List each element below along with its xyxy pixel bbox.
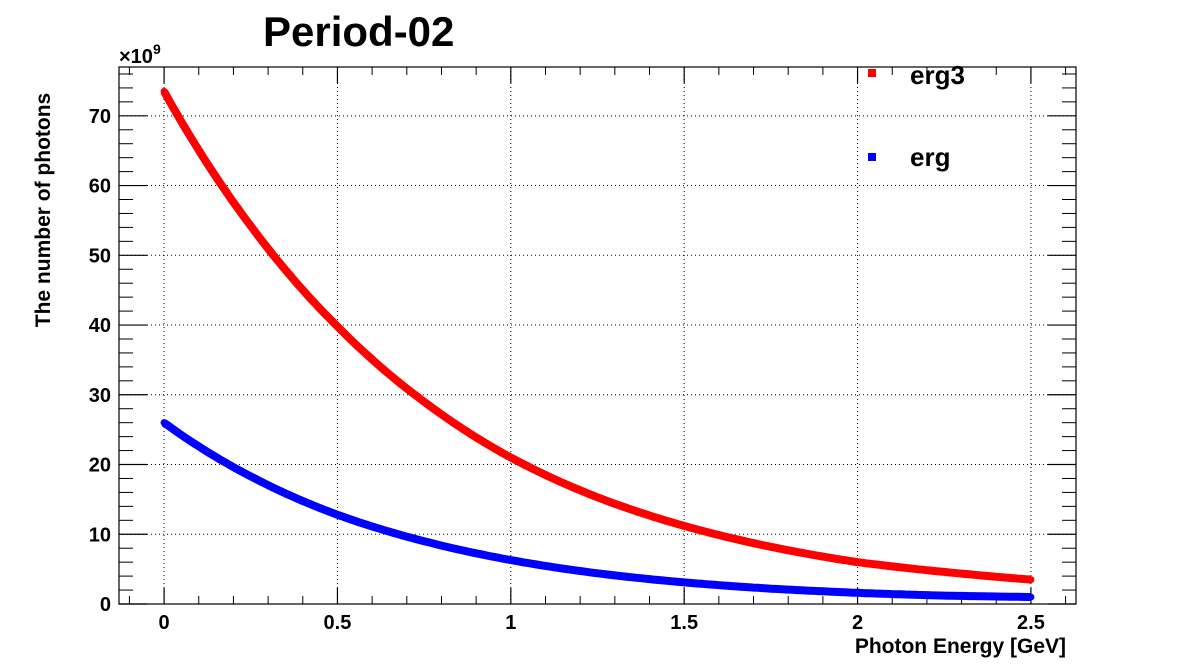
x-tick-label: 0.5 [324, 612, 352, 634]
legend-label-erg3: erg3 [910, 60, 965, 90]
x-tick-labels: 0 0.5 1 1.5 2 2.5 [159, 612, 1045, 634]
x-tick-label: 2.5 [1017, 612, 1045, 634]
data-point-erg3 [767, 543, 775, 551]
data-point-erg [940, 592, 948, 600]
axis-ticks [119, 67, 1076, 605]
data-point-erg [333, 511, 341, 519]
data-point-erg3 [854, 558, 862, 566]
legend: erg3 erg [868, 60, 965, 172]
data-point-erg [594, 569, 601, 577]
data-point-erg3 [940, 568, 948, 576]
y-tick-label: 30 [89, 385, 111, 407]
data-point-erg [854, 589, 862, 597]
data-point-erg [160, 419, 168, 427]
y-tick-label: 40 [89, 315, 111, 337]
legend-label-erg: erg [910, 142, 950, 172]
y-tick-label: 20 [89, 455, 111, 477]
data-point-erg3 [333, 322, 341, 330]
y-tick-label: 50 [89, 245, 111, 267]
plot-frame [118, 66, 1077, 605]
y-tick-label: 10 [89, 524, 111, 546]
data-point-erg3 [680, 522, 688, 530]
y-axis-title: The number of photons [32, 93, 55, 327]
y-tick-labels: 0 10 20 30 40 50 60 70 [89, 106, 111, 616]
data-point-erg [507, 556, 515, 564]
data-point-erg [247, 472, 255, 480]
legend-marker-erg3 [868, 69, 876, 77]
data-point-erg3 [420, 398, 428, 406]
grid [119, 67, 1076, 604]
x-axis-title: Photon Energy [GeV] [855, 635, 1066, 658]
x-tick-label: 2 [852, 612, 863, 634]
x-tick-label: 0 [159, 612, 170, 634]
data-point-erg [767, 585, 775, 593]
x-tick-label: 1.5 [670, 612, 698, 634]
data-point-erg3 [160, 87, 168, 95]
data-point-erg3 [594, 493, 601, 501]
data-point-erg3 [247, 222, 255, 230]
x-tick-label: 1 [505, 612, 516, 634]
y-tick-label: 70 [89, 106, 111, 128]
legend-marker-erg [868, 153, 876, 161]
chart-title: Period-02 [263, 8, 455, 55]
series-line-erg3 [160, 89, 1032, 584]
data-point-erg3 [507, 454, 515, 462]
data-point-erg [1027, 593, 1035, 601]
data-point-erg3 [1027, 576, 1035, 584]
series-group [160, 87, 1035, 601]
y-tick-label: 60 [89, 176, 111, 198]
y-multiplier: ×109 [119, 41, 161, 68]
data-point-erg [420, 537, 428, 545]
data-point-erg [680, 578, 688, 586]
y-tick-label: 0 [100, 594, 111, 616]
